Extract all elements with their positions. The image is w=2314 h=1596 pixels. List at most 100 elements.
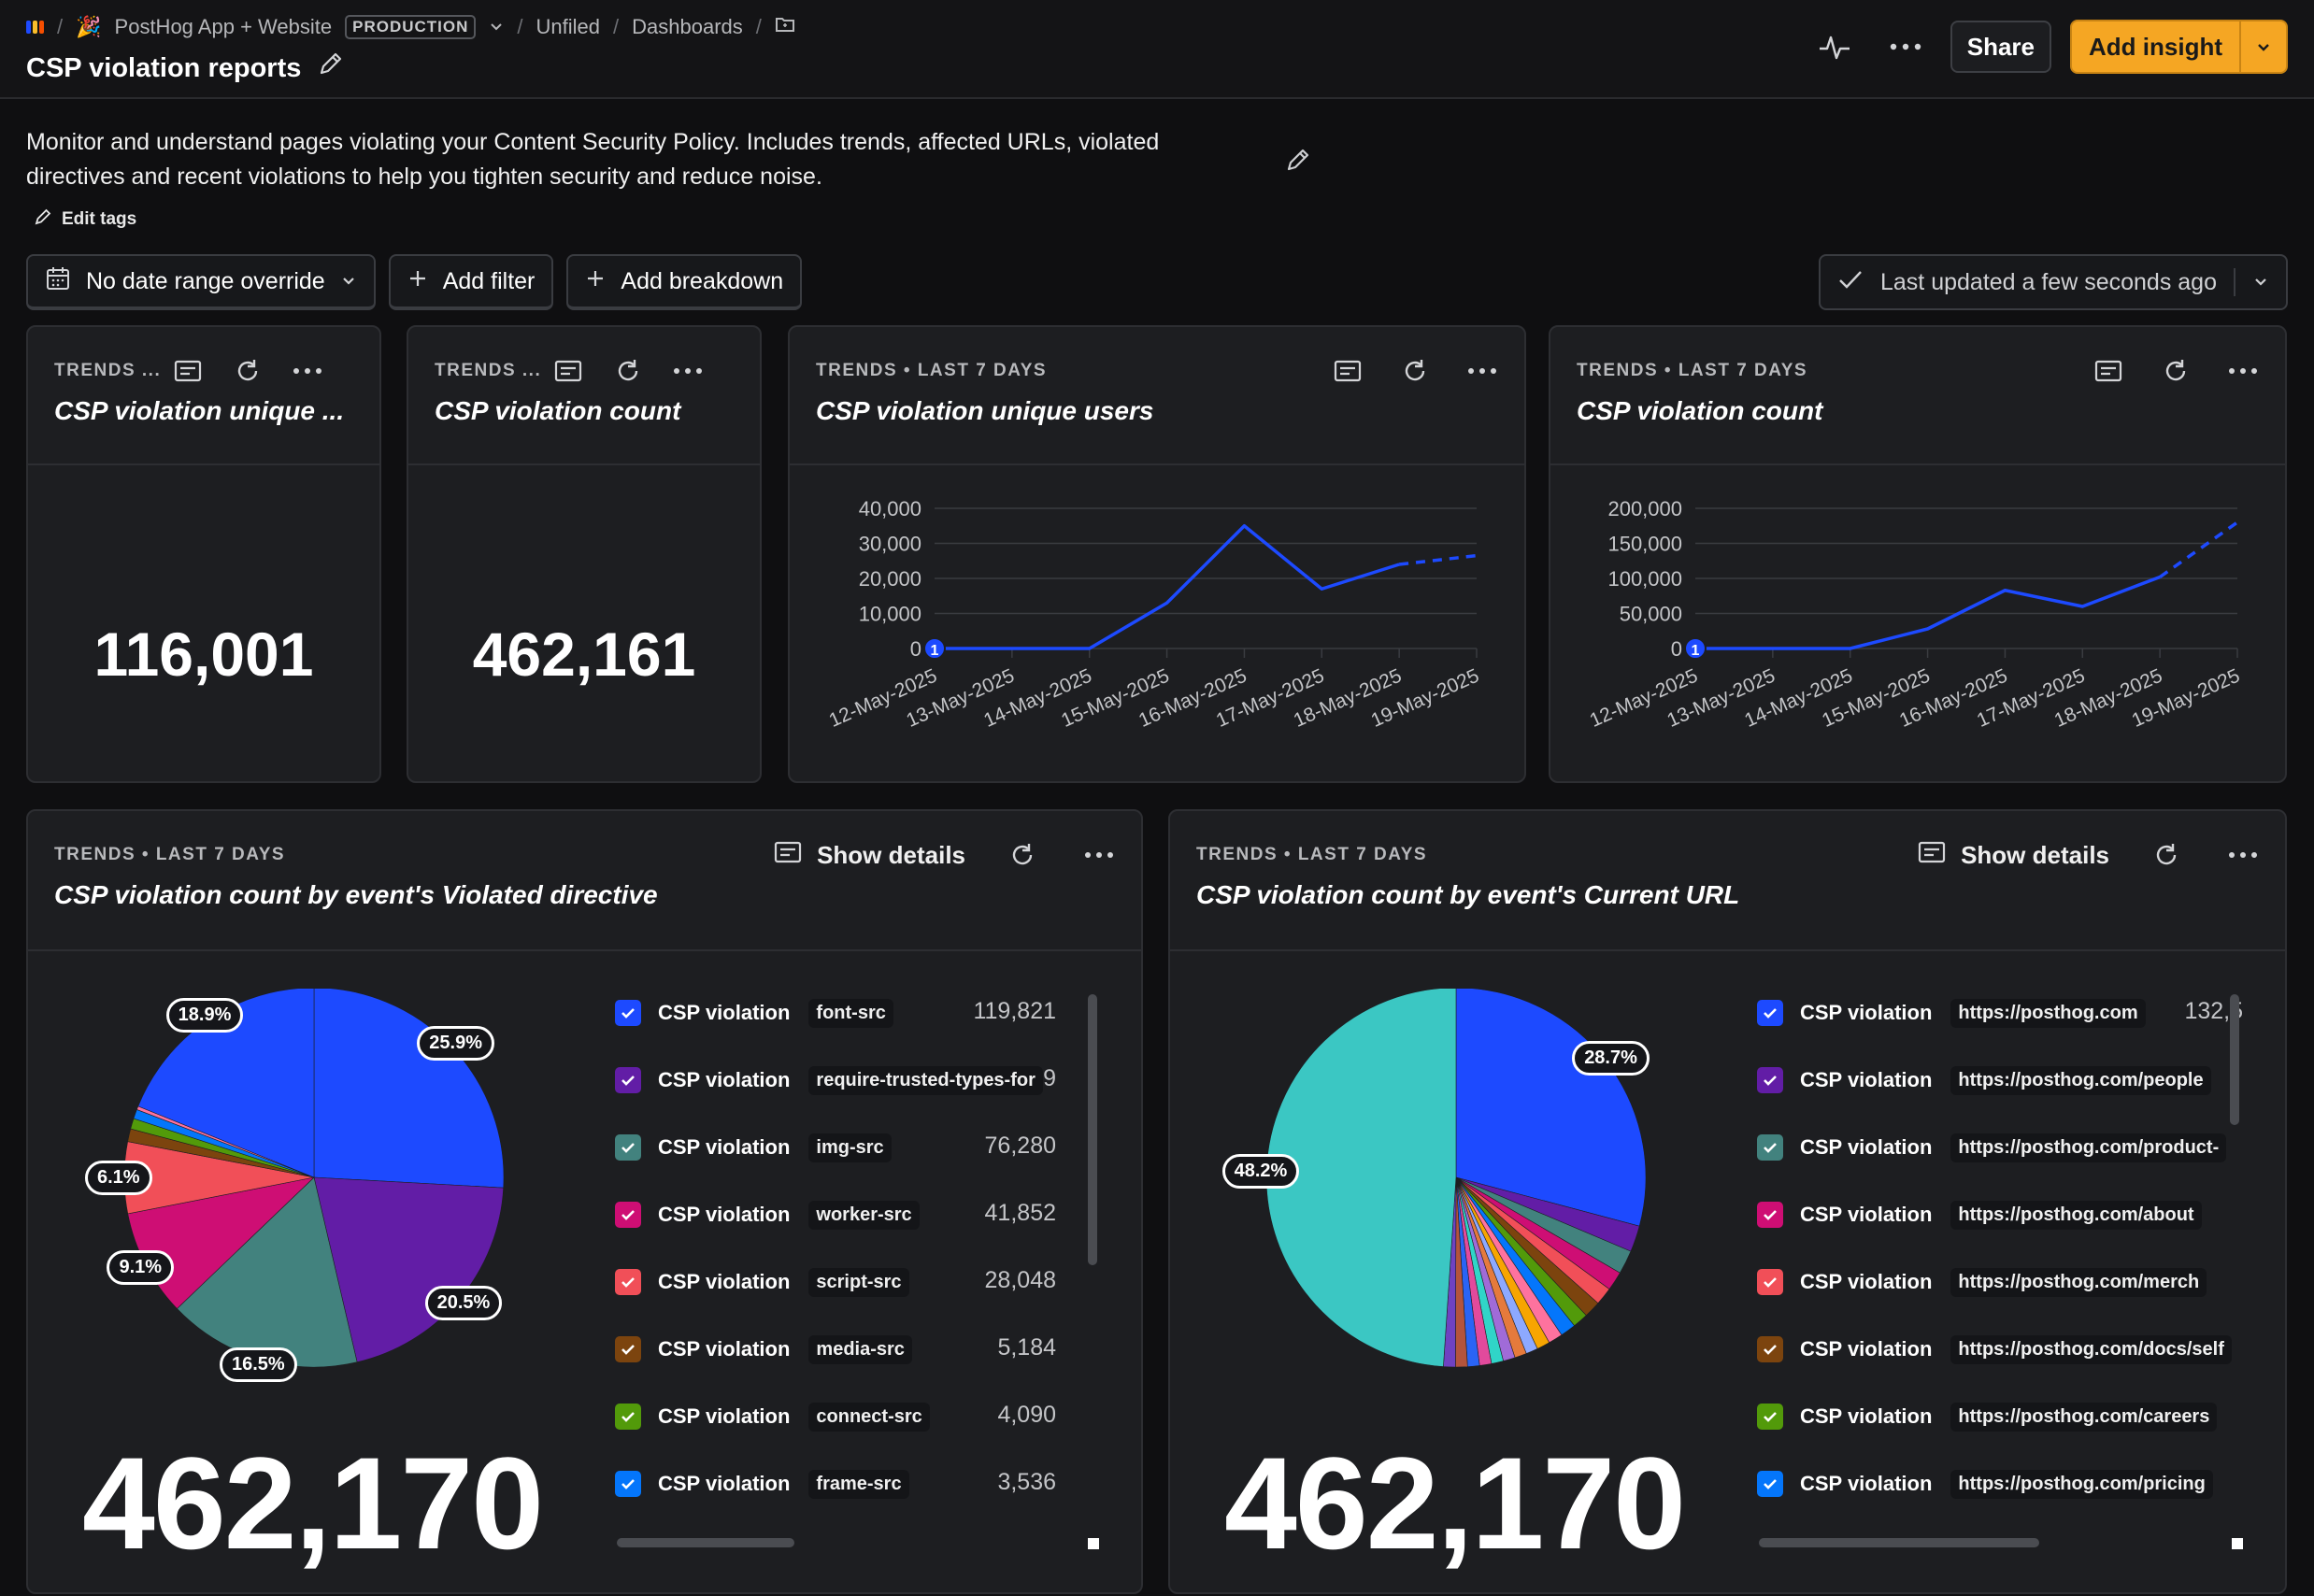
refresh-status-button[interactable]: Last updated a few seconds ago — [1819, 254, 2288, 310]
more-options-icon[interactable] — [2223, 351, 2263, 391]
chevron-down-icon[interactable] — [2239, 21, 2286, 72]
y-tick-label: 200,000 — [1607, 497, 1682, 520]
check-icon — [1764, 1008, 1777, 1019]
legend-breakdown-value: https://posthog.com/product- — [1950, 1133, 2227, 1162]
refresh-icon[interactable] — [608, 351, 648, 391]
series-line-incomplete — [1398, 553, 1478, 566]
card-title[interactable]: CSP violation count — [1577, 396, 1823, 425]
details-icon[interactable] — [549, 351, 588, 391]
details-icon[interactable] — [2089, 351, 2128, 391]
legend-checkbox[interactable] — [1757, 1067, 1783, 1093]
legend-item[interactable]: CSP violation require-trusted-types-for — [615, 1062, 1043, 1099]
legend-checkbox[interactable] — [1757, 1269, 1783, 1295]
legend-checkbox[interactable] — [1757, 1000, 1783, 1026]
legend-item[interactable]: CSP violation media-src — [615, 1331, 912, 1368]
refresh-icon[interactable] — [228, 351, 267, 391]
annotation-badge — [1684, 637, 1707, 660]
details-icon[interactable] — [168, 351, 207, 391]
more-options-icon[interactable] — [1463, 351, 1502, 391]
legend-horizontal-scrollbar[interactable] — [617, 1538, 794, 1547]
add-filter-button[interactable]: Add filter — [388, 254, 554, 310]
legend-checkbox[interactable] — [615, 1336, 641, 1362]
line-chart[interactable]: 010,00020,00030,00040,00012-May-202513-M… — [790, 467, 1526, 783]
legend-item[interactable]: CSP violation https://posthog.com/merch — [1757, 1263, 2207, 1301]
legend-item[interactable]: CSP violation https://posthog.com/docs/se… — [1757, 1331, 2232, 1368]
refresh-icon[interactable] — [2147, 835, 2186, 875]
legend-item[interactable]: CSP violation font-src — [615, 994, 893, 1032]
legend-breakdown-value: require-trusted-types-for — [808, 1065, 1043, 1095]
card-title[interactable]: CSP violation count by event's Violated … — [54, 880, 658, 909]
more-options-icon[interactable] — [1879, 21, 1932, 73]
y-tick-label: 40,000 — [859, 497, 921, 520]
more-options-icon[interactable] — [1079, 835, 1119, 875]
legend-checkbox[interactable] — [1757, 1404, 1783, 1430]
date-range-button[interactable]: No date range override — [26, 254, 376, 310]
legend-item[interactable]: CSP violation frame-src — [615, 1465, 909, 1503]
legend-checkbox[interactable] — [615, 1134, 641, 1161]
legend-scrollbar[interactable] — [2230, 994, 2239, 1125]
legend-horizontal-scrollbar[interactable] — [1759, 1538, 2039, 1547]
legend-item[interactable]: CSP violation https://posthog.com/careers — [1757, 1398, 2218, 1435]
legend-item[interactable]: CSP violation img-src — [615, 1129, 892, 1166]
pie-chart[interactable] — [1170, 989, 1731, 1456]
legend-item[interactable]: CSP violation worker-src — [615, 1196, 920, 1233]
legend-checkbox[interactable] — [615, 1202, 641, 1228]
activity-icon[interactable] — [1808, 21, 1861, 73]
legend-item[interactable]: CSP violation https://posthog.com/people — [1757, 1062, 2211, 1099]
pie-slice-label: 6.1% — [85, 1160, 152, 1195]
breadcrumb-dashboards[interactable]: Dashboards — [632, 15, 743, 38]
add-insight-label[interactable]: Add insight — [2089, 32, 2222, 61]
card-title[interactable]: CSP violation count — [435, 396, 681, 425]
add-breakdown-button[interactable]: Add breakdown — [566, 254, 803, 310]
legend-item[interactable]: CSP violation https://posthog.com/pricing — [1757, 1465, 2213, 1503]
more-options-icon[interactable] — [2223, 835, 2263, 875]
card-title[interactable]: CSP violation count by event's Current U… — [1196, 880, 1740, 909]
legend-breakdown-value: media-src — [808, 1334, 912, 1364]
breadcrumb-folder[interactable]: Unfiled — [536, 15, 600, 38]
details-icon[interactable] — [1328, 351, 1367, 391]
legend-checkbox[interactable] — [1757, 1134, 1783, 1161]
pie-chart[interactable] — [28, 989, 589, 1456]
share-button[interactable]: Share — [1950, 21, 2052, 73]
show-details-button[interactable]: Show details — [1918, 840, 2109, 871]
legend-checkbox[interactable] — [615, 1471, 641, 1497]
card-header: TRENDS ... CSP violation unique ... — [28, 327, 379, 465]
legend-item[interactable]: CSP violation https://posthog.com — [1757, 994, 2146, 1032]
line-chart[interactable]: 050,000100,000150,000200,00012-May-20251… — [1550, 467, 2287, 783]
legend-scrollbar[interactable] — [1088, 994, 1097, 1265]
pie-slice-label: 48.2% — [1221, 1153, 1300, 1189]
breadcrumb-separator: / — [57, 15, 64, 38]
edit-pencil-icon[interactable] — [316, 50, 344, 86]
legend-item[interactable]: CSP violation script-src — [615, 1263, 909, 1301]
show-details-button[interactable]: Show details — [774, 840, 965, 871]
card-header: TRENDS ... CSP violation count — [408, 327, 760, 465]
check-icon — [1764, 1076, 1777, 1086]
legend-checkbox[interactable] — [615, 1000, 641, 1026]
chevron-down-icon[interactable] — [489, 15, 504, 39]
edit-tags-button[interactable]: Edit tags — [34, 207, 136, 232]
legend-item[interactable]: CSP violation https://posthog.com/product… — [1757, 1129, 2227, 1166]
card-title[interactable]: CSP violation unique users — [816, 396, 1154, 425]
card-title[interactable]: CSP violation unique ... — [54, 396, 345, 425]
edit-description-icon[interactable] — [1284, 146, 1312, 178]
legend-checkbox[interactable] — [615, 1269, 641, 1295]
add-insight-button[interactable]: Add insight — [2070, 20, 2288, 74]
legend-item[interactable]: CSP violation https://posthog.com/about — [1757, 1196, 2202, 1233]
legend-checkbox[interactable] — [615, 1404, 641, 1430]
chevron-down-icon[interactable] — [2252, 269, 2269, 296]
breadcrumb-project[interactable]: PostHog App + Website — [114, 15, 333, 38]
insight-card-directive-pie: TRENDS • LAST 7 DAYS Show details CSP vi… — [26, 809, 1143, 1594]
pie-total-value: 462,170 — [1224, 1430, 1686, 1576]
more-options-icon[interactable] — [288, 351, 327, 391]
legend-checkbox[interactable] — [1757, 1336, 1783, 1362]
legend-checkbox[interactable] — [1757, 1471, 1783, 1497]
legend-checkbox[interactable] — [615, 1067, 641, 1093]
folder-icon[interactable] — [775, 15, 795, 39]
refresh-icon[interactable] — [2156, 351, 2195, 391]
more-options-icon[interactable] — [668, 351, 707, 391]
legend-item[interactable]: CSP violation connect-src — [615, 1398, 930, 1435]
legend-checkbox[interactable] — [1757, 1202, 1783, 1228]
refresh-icon[interactable] — [1003, 835, 1042, 875]
refresh-icon[interactable] — [1395, 351, 1435, 391]
legend-count: 119,821 — [973, 998, 1056, 1024]
